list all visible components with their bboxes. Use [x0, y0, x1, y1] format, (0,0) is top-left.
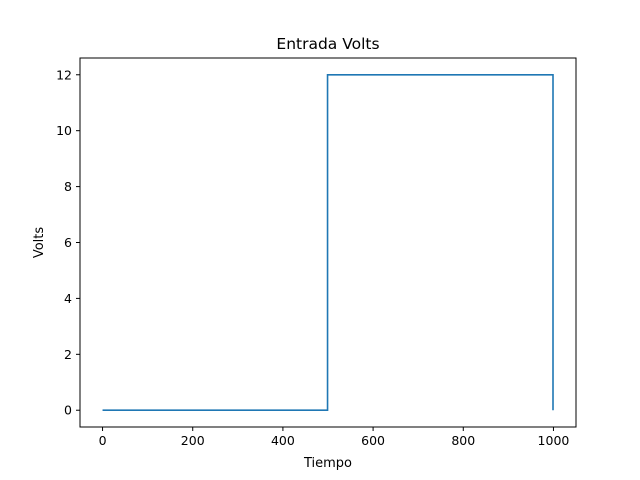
y-axis-label: Volts — [32, 227, 47, 259]
x-tick-label: 800 — [451, 433, 475, 448]
y-tick-label: 4 — [64, 291, 72, 306]
x-tick-label: 600 — [361, 433, 385, 448]
y-tick-label: 0 — [64, 403, 72, 418]
plot-area: 0 200 400 600 800 1000 0 2 4 6 8 10 12 — [56, 57, 577, 448]
x-tick-label: 1000 — [538, 433, 570, 448]
x-tick-label: 400 — [271, 433, 295, 448]
x-tick-label: 0 — [99, 433, 107, 448]
y-tick-label: 2 — [64, 347, 72, 362]
y-tick-label: 6 — [64, 235, 72, 250]
y-tick-label: 12 — [56, 67, 72, 82]
y-tick-label: 10 — [56, 123, 72, 138]
x-axis-ticks: 0 200 400 600 800 1000 — [99, 427, 570, 448]
y-tick-label: 8 — [64, 179, 72, 194]
chart-title: Entrada Volts — [276, 35, 379, 53]
y-axis-ticks: 0 2 4 6 8 10 12 — [56, 67, 80, 418]
series-layer — [102, 73, 554, 412]
series-line-0 — [102, 73, 554, 412]
x-axis-label: Tiempo — [303, 456, 352, 471]
x-tick-label: 200 — [181, 433, 205, 448]
